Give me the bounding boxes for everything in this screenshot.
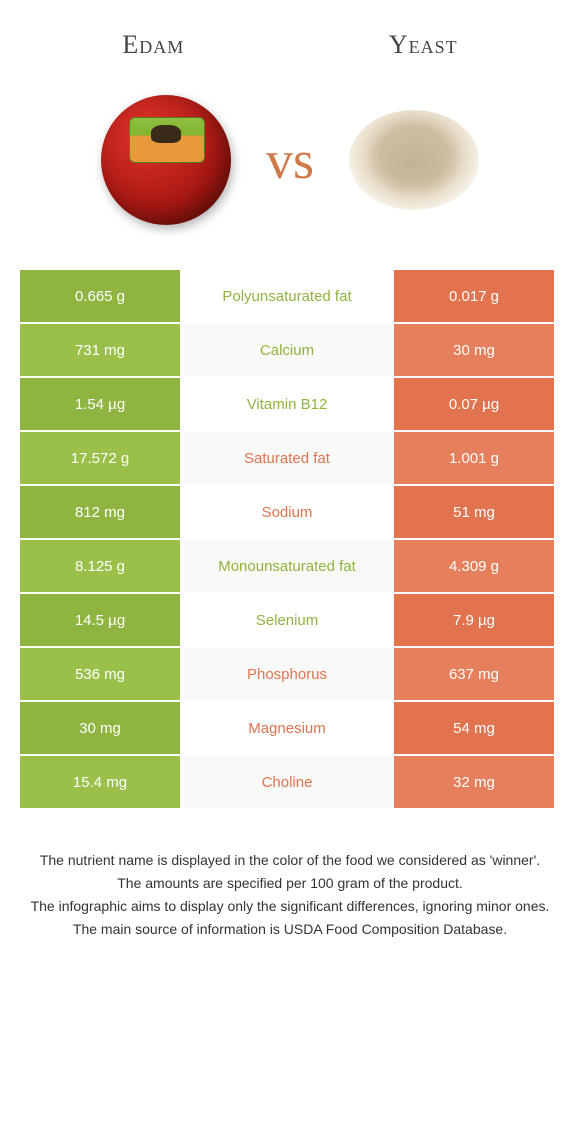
- cell-nutrient-label: Vitamin B12: [182, 378, 392, 430]
- footer-line: The nutrient name is displayed in the co…: [30, 850, 550, 871]
- cell-nutrient-label: Saturated fat: [182, 432, 392, 484]
- table-row: 30 mgMagnesium54 mg: [20, 702, 560, 754]
- table-row: 536 mgPhosphorus637 mg: [20, 648, 560, 700]
- vs-row: vs: [0, 70, 580, 270]
- cell-nutrient-label: Sodium: [182, 486, 392, 538]
- table-row: 731 mgCalcium30 mg: [20, 324, 560, 376]
- table-row: 17.572 gSaturated fat1.001 g: [20, 432, 560, 484]
- cell-nutrient-label: Phosphorus: [182, 648, 392, 700]
- cell-yeast-value: 54 mg: [394, 702, 554, 754]
- title-edam: Edam: [122, 30, 184, 60]
- footer-line: The infographic aims to display only the…: [30, 896, 550, 917]
- cell-edam-value: 1.54 µg: [20, 378, 180, 430]
- edam-image: [86, 80, 246, 240]
- table-row: 8.125 gMonounsaturated fat4.309 g: [20, 540, 560, 592]
- cell-edam-value: 812 mg: [20, 486, 180, 538]
- cell-edam-value: 536 mg: [20, 648, 180, 700]
- table-row: 14.5 µgSelenium7.9 µg: [20, 594, 560, 646]
- yeast-image: [334, 80, 494, 240]
- title-yeast: Yeast: [389, 30, 458, 60]
- header: Edam Yeast: [0, 0, 580, 70]
- table-row: 812 mgSodium51 mg: [20, 486, 560, 538]
- cell-nutrient-label: Magnesium: [182, 702, 392, 754]
- table-row: 1.54 µgVitamin B120.07 µg: [20, 378, 560, 430]
- cell-nutrient-label: Calcium: [182, 324, 392, 376]
- cell-yeast-value: 7.9 µg: [394, 594, 554, 646]
- cell-yeast-value: 637 mg: [394, 648, 554, 700]
- table-row: 0.665 gPolyunsaturated fat0.017 g: [20, 270, 560, 322]
- cell-yeast-value: 0.07 µg: [394, 378, 554, 430]
- cell-nutrient-label: Selenium: [182, 594, 392, 646]
- cell-nutrient-label: Choline: [182, 756, 392, 808]
- cell-yeast-value: 4.309 g: [394, 540, 554, 592]
- cell-yeast-value: 51 mg: [394, 486, 554, 538]
- edam-cheese-icon: [101, 95, 231, 225]
- cell-yeast-value: 0.017 g: [394, 270, 554, 322]
- yeast-pile-icon: [339, 100, 489, 220]
- footer-line: The main source of information is USDA F…: [30, 919, 550, 940]
- cell-edam-value: 14.5 µg: [20, 594, 180, 646]
- footer-line: The amounts are specified per 100 gram o…: [30, 873, 550, 894]
- table-row: 15.4 mgCholine32 mg: [20, 756, 560, 808]
- cell-edam-value: 30 mg: [20, 702, 180, 754]
- cell-yeast-value: 30 mg: [394, 324, 554, 376]
- cell-yeast-value: 32 mg: [394, 756, 554, 808]
- cell-nutrient-label: Monounsaturated fat: [182, 540, 392, 592]
- vs-label: vs: [266, 129, 314, 191]
- cell-edam-value: 17.572 g: [20, 432, 180, 484]
- cell-edam-value: 731 mg: [20, 324, 180, 376]
- cell-edam-value: 15.4 mg: [20, 756, 180, 808]
- nutrient-table: 0.665 gPolyunsaturated fat0.017 g731 mgC…: [20, 270, 560, 808]
- cell-yeast-value: 1.001 g: [394, 432, 554, 484]
- cell-nutrient-label: Polyunsaturated fat: [182, 270, 392, 322]
- footer: The nutrient name is displayed in the co…: [0, 810, 580, 972]
- cell-edam-value: 8.125 g: [20, 540, 180, 592]
- cell-edam-value: 0.665 g: [20, 270, 180, 322]
